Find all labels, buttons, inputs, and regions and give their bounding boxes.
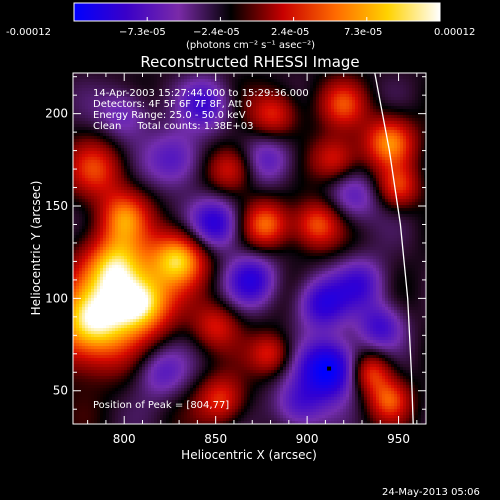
annotation-clean: Clean Total counts: 1.38E+03 [93,121,253,132]
colorbar-tick-label: -0.00012 [6,27,51,38]
solar-limb-curve [374,73,414,424]
annotation-detectors: Detectors: 4F 5F 6F 7F 8F, Att 0 [93,99,252,110]
chart-title: Reconstructed RHESSI Image [140,53,359,71]
x-axis: 800 850 900 950 [87,73,418,446]
colorbar-unit-label: (photons cm⁻² s⁻¹ asec⁻²) [186,40,315,51]
y-tick-label: 150 [45,199,68,213]
y-tick-label: 50 [53,384,68,398]
peak-marker [327,366,332,371]
colorbar-ticks [73,17,441,21]
heatmap-image [73,73,426,424]
y-axis: 50 100 150 200 [45,76,426,410]
colorbar-tick-label: −7.3e-05 [119,27,166,38]
x-tick-label: 800 [113,432,136,446]
plot-frame [72,72,427,425]
x-tick-label: 850 [204,432,227,446]
colorbar: -0.00012 −7.3e-05 −2.4e-05 2.4e-05 7.3e-… [6,2,475,51]
x-tick-label: 950 [387,432,410,446]
y-axis-label: Heliocentric Y (arcsec) [29,181,43,316]
peak-position-label: Position of Peak = [804,77] [93,400,229,411]
y-tick-label: 100 [45,291,68,305]
y-tick-label: 200 [45,107,68,121]
marker-square [327,366,332,371]
colorbar-gradient [73,2,441,22]
colorbar-tick-label: 0.00012 [434,27,475,38]
x-tick-label: 900 [296,432,319,446]
colorbar-tick-label: 2.4e-05 [271,27,309,38]
x-axis-label: Heliocentric X (arcsec) [181,448,317,462]
colorbar-tick-label: −2.4e-05 [193,27,240,38]
annotation-energy: Energy Range: 25.0 - 50.0 keV [93,110,246,121]
colorbar-tick-label: 7.3e-05 [344,27,382,38]
timestamp: 24-May-2013 05:06 [382,487,480,498]
annotation-time: 14-Apr-2003 15:27:44.000 to 15:29:36.000 [93,88,309,99]
observation-info: 14-Apr-2003 15:27:44.000 to 15:29:36.000… [93,88,309,132]
